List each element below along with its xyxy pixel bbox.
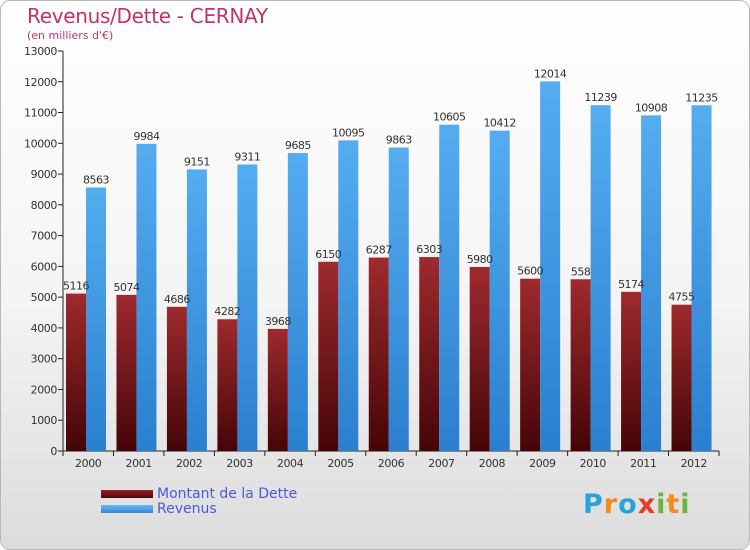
- data-label: 9863: [386, 134, 412, 147]
- chart-title: Revenus/Dette - CERNAY: [27, 4, 268, 28]
- logo-letter: i: [680, 489, 691, 520]
- bar-dette: [419, 257, 440, 451]
- data-label: 6303: [416, 243, 442, 256]
- x-tick-label: 2006: [378, 457, 405, 470]
- bar-revenus: [590, 105, 611, 451]
- logo-letter: P: [583, 489, 604, 520]
- x-tick-label: 2005: [327, 457, 354, 470]
- data-label: 9685: [285, 139, 311, 152]
- y-tick-label: 0: [50, 445, 57, 458]
- bar-revenus: [186, 169, 207, 451]
- legend-label-revenus: Revenus: [157, 501, 217, 517]
- legend-label-dette: Montant de la Dette: [157, 486, 298, 502]
- data-label: 5074: [113, 281, 139, 294]
- data-label: 9984: [133, 130, 159, 143]
- data-label: 5116: [63, 280, 89, 293]
- logo-letter: r: [603, 489, 619, 520]
- y-tick-label: 8000: [31, 199, 58, 212]
- data-label: 10605: [433, 111, 466, 124]
- x-tick-label: 2002: [176, 457, 202, 470]
- x-tick-label: 2010: [580, 457, 607, 470]
- bar-dette: [166, 306, 187, 451]
- bar-dette: [116, 294, 137, 451]
- data-label: 4282: [214, 305, 240, 318]
- bar-revenus: [287, 153, 308, 451]
- data-label: 3968: [265, 315, 291, 328]
- y-tick-label: 12000: [24, 76, 57, 89]
- bar-dette: [671, 304, 692, 451]
- data-label: 9311: [234, 151, 260, 164]
- x-tick-label: 2011: [630, 457, 656, 470]
- x-tick-label: 2009: [529, 457, 556, 470]
- bar-revenus: [338, 140, 359, 451]
- data-label: 4755: [669, 291, 695, 304]
- bar-revenus: [489, 130, 510, 451]
- bar-dette: [520, 278, 541, 451]
- data-label: 10095: [332, 126, 365, 139]
- y-tick-label: 10000: [24, 137, 57, 150]
- data-label: 5980: [467, 253, 493, 266]
- bar-dette: [621, 291, 642, 451]
- bar-dette: [66, 293, 86, 451]
- proxiti-logo: Proxiti: [583, 489, 691, 520]
- chart-subtitle: (en milliers d'€): [27, 29, 114, 42]
- bar-dette: [267, 328, 288, 451]
- data-label: 10908: [635, 101, 668, 114]
- legend-swatch-dette: [101, 490, 153, 498]
- x-tick-label: 2012: [681, 457, 707, 470]
- logo-letter: x: [637, 489, 657, 520]
- data-label: 558: [571, 265, 591, 278]
- y-tick-label: 9000: [31, 168, 58, 181]
- data-label: 11239: [584, 91, 617, 104]
- data-label: 8563: [83, 174, 109, 187]
- data-label: 4686: [164, 293, 190, 306]
- y-tick-label: 2000: [31, 383, 58, 396]
- bar-revenus: [388, 147, 409, 451]
- data-label: 6287: [366, 244, 392, 257]
- bar-dette: [570, 279, 591, 451]
- y-tick-label: 6000: [31, 260, 58, 273]
- bar-dette: [368, 257, 389, 451]
- logo-letter: i: [656, 489, 667, 520]
- data-label: 5600: [517, 265, 543, 278]
- data-label: 9151: [184, 155, 210, 168]
- bar-dette: [217, 319, 238, 451]
- x-tick-label: 2001: [125, 457, 151, 470]
- x-tick-label: 2003: [226, 457, 253, 470]
- y-tick-label: 1000: [31, 414, 58, 427]
- y-tick-label: 7000: [31, 230, 58, 243]
- logo-letter: o: [618, 489, 638, 520]
- x-tick-label: 2000: [75, 457, 102, 470]
- y-tick-label: 5000: [31, 291, 58, 304]
- x-tick-label: 2004: [277, 457, 304, 470]
- data-label: 5174: [618, 278, 644, 291]
- bar-revenus: [641, 115, 662, 451]
- bar-revenus: [540, 81, 561, 451]
- bar-revenus: [86, 187, 106, 451]
- y-tick-label: 3000: [31, 353, 58, 366]
- data-label: 6150: [315, 248, 341, 261]
- y-tick-label: 13000: [24, 45, 57, 58]
- bar-revenus: [439, 124, 460, 451]
- x-tick-label: 2007: [428, 457, 455, 470]
- bar-dette: [318, 261, 339, 451]
- data-label: 11235: [685, 91, 718, 104]
- data-label: 12014: [534, 67, 567, 80]
- x-tick-label: 2008: [479, 457, 506, 470]
- y-tick-label: 4000: [31, 322, 58, 335]
- y-tick-label: 11000: [24, 107, 57, 120]
- bar-revenus: [136, 143, 157, 452]
- bar-revenus: [691, 105, 712, 452]
- data-label: 10412: [483, 117, 516, 130]
- legend-swatch-revenus: [101, 505, 153, 513]
- bar-dette: [469, 267, 490, 451]
- logo-letter: t: [666, 489, 681, 520]
- bar-revenus: [237, 164, 258, 451]
